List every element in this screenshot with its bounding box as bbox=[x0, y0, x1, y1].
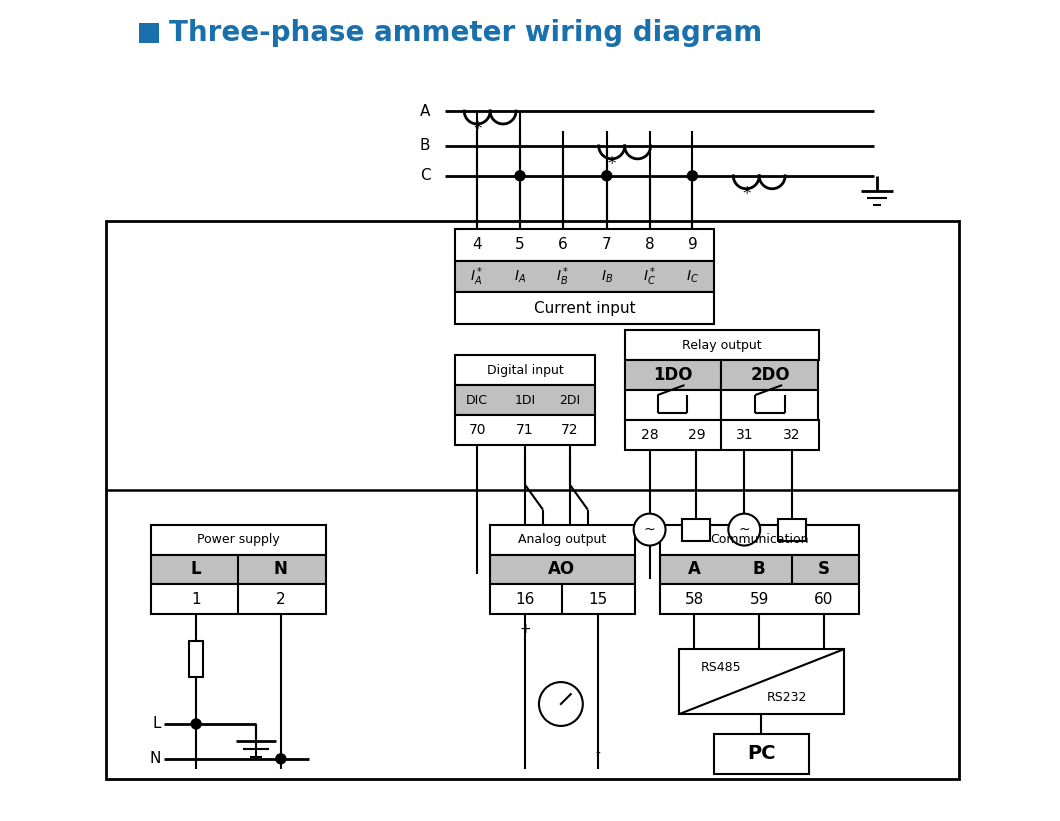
Text: Analog output: Analog output bbox=[517, 533, 606, 546]
Bar bbox=[722, 390, 818, 420]
Text: RS232: RS232 bbox=[767, 690, 808, 704]
Text: +: + bbox=[519, 622, 531, 636]
Bar bbox=[659, 585, 859, 614]
Bar bbox=[139, 23, 159, 44]
Text: $I_C^*$: $I_C^*$ bbox=[642, 265, 656, 287]
Text: 1DO: 1DO bbox=[653, 366, 692, 384]
Bar bbox=[455, 385, 595, 415]
Bar bbox=[455, 260, 714, 292]
Circle shape bbox=[191, 719, 201, 729]
Text: 28: 28 bbox=[641, 428, 658, 442]
Text: Power supply: Power supply bbox=[196, 533, 280, 546]
Text: Current input: Current input bbox=[534, 300, 636, 316]
Bar bbox=[490, 554, 635, 585]
Text: 2: 2 bbox=[276, 592, 285, 607]
Circle shape bbox=[728, 514, 760, 545]
Bar bbox=[152, 585, 325, 614]
Text: C: C bbox=[420, 168, 430, 183]
Text: 32: 32 bbox=[783, 428, 801, 442]
Text: L: L bbox=[153, 717, 161, 732]
Text: 58: 58 bbox=[685, 592, 704, 607]
Bar bbox=[455, 355, 595, 385]
Bar bbox=[659, 554, 859, 585]
Bar bbox=[624, 360, 722, 390]
Text: 72: 72 bbox=[561, 423, 579, 437]
Bar bbox=[624, 330, 819, 360]
Text: $I_C$: $I_C$ bbox=[686, 268, 699, 285]
Text: 2DO: 2DO bbox=[750, 366, 790, 384]
Text: Three-phase ammeter wiring diagram: Three-phase ammeter wiring diagram bbox=[170, 19, 762, 48]
Bar bbox=[490, 585, 635, 614]
Text: $I_A^*$: $I_A^*$ bbox=[471, 265, 483, 287]
Bar bbox=[106, 221, 958, 779]
Text: $I_B$: $I_B$ bbox=[601, 268, 613, 285]
Text: S: S bbox=[818, 561, 830, 579]
Bar bbox=[490, 525, 635, 554]
Text: 9: 9 bbox=[688, 237, 697, 252]
Text: DIC: DIC bbox=[466, 393, 489, 406]
Bar bbox=[659, 525, 859, 554]
Text: PC: PC bbox=[747, 745, 776, 764]
Text: 15: 15 bbox=[588, 592, 607, 607]
Bar bbox=[714, 734, 809, 773]
Text: B: B bbox=[420, 139, 430, 154]
Text: 31: 31 bbox=[736, 428, 753, 442]
Bar bbox=[778, 519, 806, 540]
Bar bbox=[683, 519, 710, 540]
Text: 71: 71 bbox=[516, 423, 534, 437]
Text: L: L bbox=[191, 561, 201, 579]
Text: Digital input: Digital input bbox=[487, 364, 564, 377]
Text: 1DI: 1DI bbox=[514, 393, 535, 406]
Text: B: B bbox=[753, 561, 765, 579]
Text: 7: 7 bbox=[602, 237, 612, 252]
Text: N: N bbox=[273, 561, 287, 579]
Text: AO: AO bbox=[548, 561, 576, 579]
Text: RS485: RS485 bbox=[701, 661, 742, 673]
Text: 16: 16 bbox=[515, 592, 534, 607]
Bar bbox=[455, 292, 714, 324]
Bar bbox=[455, 228, 714, 260]
Text: 29: 29 bbox=[688, 428, 705, 442]
Circle shape bbox=[538, 682, 583, 726]
Circle shape bbox=[276, 754, 286, 764]
Bar bbox=[152, 525, 325, 554]
Text: 59: 59 bbox=[749, 592, 768, 607]
Circle shape bbox=[602, 171, 612, 181]
Bar bbox=[152, 554, 325, 585]
Text: *: * bbox=[473, 120, 481, 138]
Text: 70: 70 bbox=[469, 423, 485, 437]
Text: 60: 60 bbox=[814, 592, 833, 607]
Text: *: * bbox=[607, 155, 616, 173]
Text: 1: 1 bbox=[191, 592, 201, 607]
Text: -: - bbox=[596, 747, 600, 761]
Text: ~: ~ bbox=[643, 523, 655, 537]
Bar bbox=[624, 390, 722, 420]
Circle shape bbox=[688, 171, 697, 181]
Text: A: A bbox=[688, 561, 701, 579]
Text: ~: ~ bbox=[739, 523, 750, 537]
Text: Relay output: Relay output bbox=[682, 339, 761, 351]
Bar bbox=[624, 420, 819, 450]
Text: 5: 5 bbox=[515, 237, 525, 252]
Circle shape bbox=[515, 171, 525, 181]
Bar bbox=[679, 649, 844, 714]
Bar bbox=[722, 360, 818, 390]
Bar bbox=[189, 641, 204, 677]
Text: 8: 8 bbox=[644, 237, 654, 252]
Text: Communication: Communication bbox=[710, 533, 809, 546]
Text: *: * bbox=[742, 185, 750, 203]
Text: 6: 6 bbox=[558, 237, 568, 252]
Bar bbox=[455, 415, 595, 445]
Text: 2DI: 2DI bbox=[560, 393, 581, 406]
Text: N: N bbox=[149, 751, 161, 766]
Text: $I_B^*$: $I_B^*$ bbox=[556, 265, 569, 287]
Text: 4: 4 bbox=[473, 237, 482, 252]
Circle shape bbox=[634, 514, 666, 545]
Text: $I_A$: $I_A$ bbox=[514, 268, 526, 285]
Text: A: A bbox=[420, 103, 430, 118]
